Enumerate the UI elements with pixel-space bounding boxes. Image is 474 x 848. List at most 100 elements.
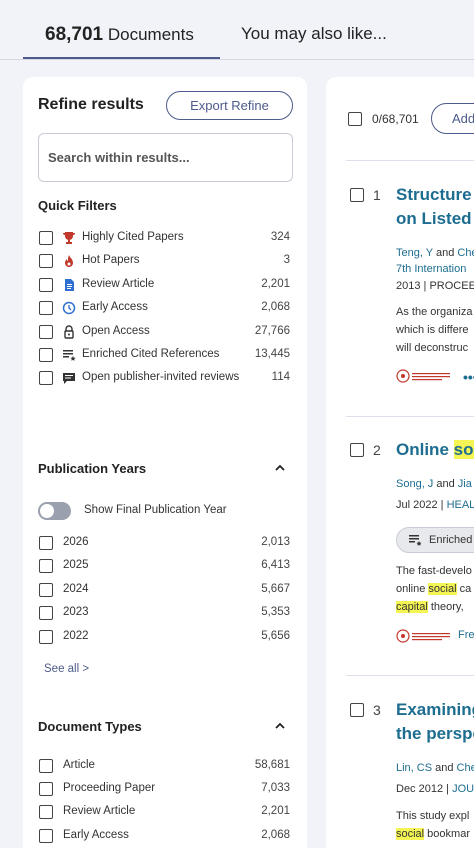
record-title-line: Examining (396, 700, 474, 719)
year-row[interactable]: 2023 5,353 (39, 605, 290, 621)
filter-open-access[interactable]: Open Access 27,766 (39, 324, 290, 340)
checkbox[interactable] (39, 254, 53, 268)
author-link[interactable]: Jia (457, 478, 472, 490)
record-venue: PROCEEDI (429, 280, 474, 292)
checkbox[interactable] (39, 559, 53, 573)
checkbox[interactable] (39, 371, 53, 385)
enriched-cited-references-badge[interactable]: Enriched (396, 527, 474, 553)
year-label: 2023 (63, 606, 89, 618)
flame-icon (65, 255, 73, 267)
search-within-results-input[interactable]: Search within results... (38, 133, 293, 182)
filter-enriched-cited-references[interactable]: Enriched Cited References 13,445 (39, 347, 290, 363)
checkbox[interactable] (39, 231, 53, 245)
record-year: 2013 | (396, 280, 430, 292)
author-link[interactable]: Lin, CS (396, 762, 433, 774)
year-label: 2025 (63, 559, 89, 571)
final-publication-year-toggle[interactable] (38, 502, 71, 520)
library-fulltext-logo[interactable] (396, 629, 456, 643)
year-label: 2022 (63, 630, 89, 642)
record-title[interactable]: Structure o on Listed C (396, 183, 474, 231)
doctype-row[interactable]: Early Access 2,068 (39, 828, 290, 844)
record-conference[interactable]: 7th Internation (396, 263, 467, 275)
filter-label: Hot Papers (82, 254, 140, 266)
author-separator: and (432, 247, 458, 259)
doctype-count: 2,068 (261, 829, 290, 841)
doctype-row[interactable]: Proceeding Paper 7,033 (39, 781, 290, 797)
checkbox[interactable] (39, 536, 53, 550)
doctype-row[interactable]: Article 58,681 (39, 758, 290, 774)
abstract-line: As the organiza (396, 306, 473, 318)
checkbox[interactable] (39, 325, 53, 339)
abstract-text: theory, (427, 601, 464, 613)
lock-open-icon (64, 325, 74, 339)
abstract-text: online (396, 583, 429, 595)
checkbox[interactable] (39, 583, 53, 597)
filter-count: 2,201 (261, 278, 290, 290)
author-link[interactable]: Song, J (396, 478, 434, 490)
doctype-label: Article (63, 759, 95, 771)
record-checkbox[interactable] (350, 188, 364, 202)
record-venue[interactable]: JOU (452, 783, 474, 795)
checkbox[interactable] (39, 782, 53, 796)
year-row[interactable]: 2025 6,413 (39, 558, 290, 574)
filter-early-access[interactable]: Early Access 2,068 (39, 300, 290, 316)
results-tabs: 68,701 Documents You may also like... (0, 0, 474, 60)
divider (346, 416, 474, 417)
tab-documents[interactable]: 68,701 Documents (45, 24, 194, 46)
checkbox[interactable] (39, 606, 53, 620)
chevron-up-icon[interactable] (273, 461, 287, 475)
add-to-list-button[interactable]: Add (431, 103, 474, 134)
abstract-text: ca (456, 583, 472, 595)
more-options-icon[interactable]: ••• (463, 369, 474, 385)
doctype-row[interactable]: Review Article 2,201 (39, 804, 290, 820)
year-row[interactable]: 2022 5,656 (39, 629, 290, 645)
documents-label: Documents (107, 25, 194, 44)
author-link[interactable]: Che (457, 247, 474, 259)
year-label: 2024 (63, 583, 89, 595)
checkbox[interactable] (39, 805, 53, 819)
record-checkbox[interactable] (350, 443, 364, 457)
checkbox[interactable] (39, 630, 53, 644)
library-fulltext-logo[interactable] (396, 369, 456, 383)
author-link[interactable]: Teng, Y (396, 247, 433, 259)
abstract-text: bookmar (424, 828, 470, 840)
checkbox[interactable] (39, 759, 53, 773)
tab-you-may-also-like[interactable]: You may also like... (241, 24, 387, 43)
see-all-years-link[interactable]: See all > (44, 663, 90, 675)
select-all-checkbox[interactable] (348, 112, 362, 126)
author-link[interactable]: Che (456, 762, 474, 774)
filter-hot-papers[interactable]: Hot Papers 3 (39, 253, 290, 269)
checkbox[interactable] (39, 348, 53, 362)
publication-years-title: Publication Years (38, 461, 147, 476)
free-full-text-link[interactable]: Fre (458, 629, 474, 641)
record-venue[interactable]: HEAL (446, 499, 474, 511)
filter-count: 27,766 (254, 325, 290, 337)
filter-label: Early Access (82, 301, 148, 313)
author-separator: and (432, 762, 457, 774)
record-checkbox[interactable] (350, 703, 364, 717)
filter-review-article[interactable]: Review Article 2,201 (39, 277, 290, 293)
record-title[interactable]: Examining the perspe (396, 698, 474, 746)
filter-count: 2,068 (261, 301, 290, 313)
quick-filters-title: Quick Filters (38, 198, 117, 213)
doctype-label: Review Article (63, 805, 136, 817)
checkbox[interactable] (39, 829, 53, 843)
year-row[interactable]: 2026 2,013 (39, 535, 290, 551)
checkbox[interactable] (39, 301, 53, 315)
filter-count: 324 (270, 231, 290, 243)
export-refine-button[interactable]: Export Refine (166, 91, 293, 120)
divider (346, 160, 474, 161)
doctype-label: Early Access (63, 829, 129, 841)
filter-highly-cited[interactable]: Highly Cited Papers 324 (39, 230, 290, 246)
checkbox[interactable] (39, 278, 53, 292)
abstract-line: social bookmar (396, 828, 470, 840)
filter-open-publisher-invited-reviews[interactable]: Open publisher-invited reviews 114 (39, 370, 290, 386)
abstract-line: This study expl (396, 810, 470, 822)
chevron-up-icon[interactable] (273, 719, 287, 733)
author-separator: and (433, 478, 458, 490)
record-source: Jul 2022 | HEAL (396, 499, 474, 511)
abstract-line: The fast-develo (396, 565, 472, 577)
record-title[interactable]: Online soc (396, 438, 474, 462)
year-count: 5,656 (261, 630, 290, 642)
year-row[interactable]: 2024 5,667 (39, 582, 290, 598)
